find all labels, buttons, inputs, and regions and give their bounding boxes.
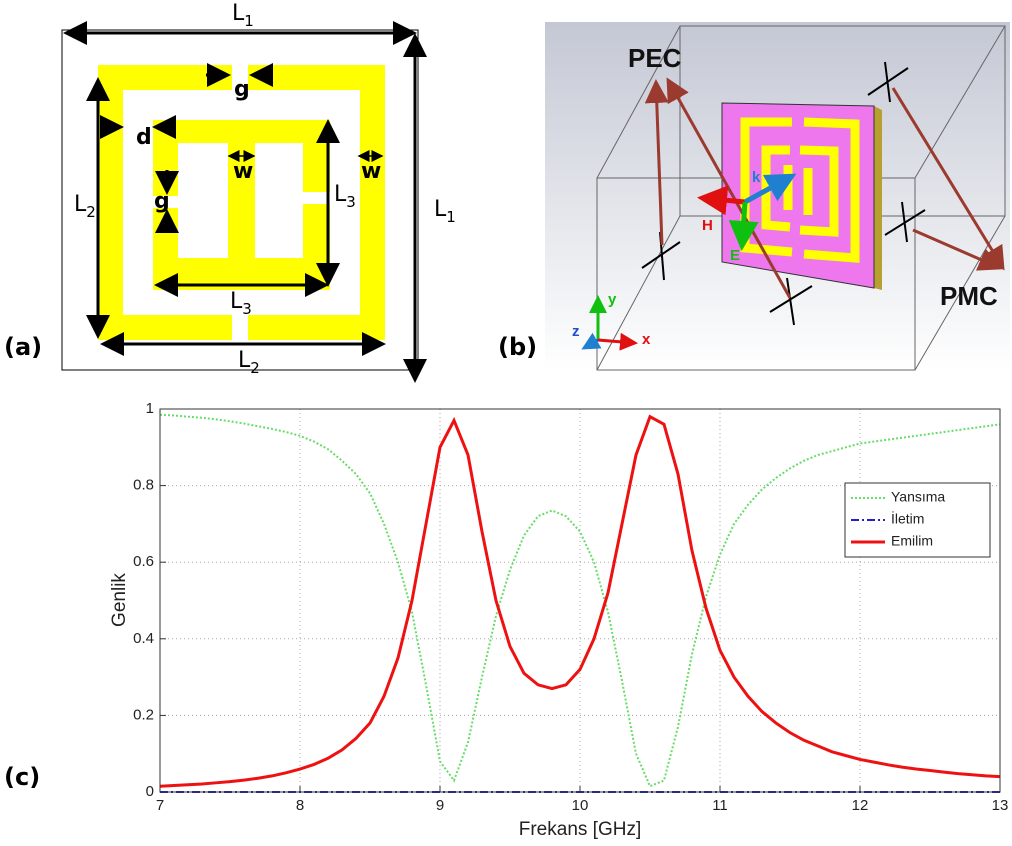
y-tick-label: 0.8 bbox=[133, 477, 154, 494]
dim-label-sub: 3 bbox=[346, 193, 356, 211]
x-tick-label: 11 bbox=[712, 797, 728, 814]
x-tick-label: 12 bbox=[852, 797, 869, 814]
dim-label: w bbox=[361, 159, 381, 184]
y-tick-label: 1 bbox=[146, 400, 154, 417]
dim-label-sub: 2 bbox=[86, 203, 96, 221]
dim-label-text: L bbox=[230, 289, 243, 314]
legend-label: Emilim bbox=[891, 533, 933, 549]
inner-hole bbox=[255, 143, 303, 258]
dim-label-text: L bbox=[238, 348, 251, 373]
y-tick-label: 0.2 bbox=[133, 706, 154, 723]
boundary-label: PMC bbox=[940, 281, 998, 311]
panel-label: (a) bbox=[4, 333, 42, 361]
x-tick-label: 7 bbox=[156, 797, 164, 814]
dim-label-text: L bbox=[232, 1, 245, 26]
panel-label: (c) bbox=[4, 763, 40, 791]
panel-label: (b) bbox=[498, 333, 537, 361]
dim-label-sub: 3 bbox=[242, 300, 252, 318]
field-label: E bbox=[730, 247, 740, 264]
axis-label: x bbox=[642, 331, 651, 348]
dim-label: g bbox=[234, 77, 250, 102]
dim-label: d bbox=[136, 125, 152, 150]
x-tick-label: 9 bbox=[436, 797, 444, 814]
x-tick-label: 13 bbox=[992, 797, 1009, 814]
dim-label: w bbox=[233, 159, 253, 184]
diagram-a: L1 L1 L2 L2 L3 L3 g g d w w (a) bbox=[4, 1, 456, 380]
axis-label: z bbox=[572, 323, 580, 340]
dim-label-sub: 1 bbox=[446, 208, 456, 226]
dim-label-text: L bbox=[334, 182, 347, 207]
dim-label: L2 bbox=[74, 192, 96, 221]
diagram-b: PEC PMC k H E y z x (b) bbox=[498, 22, 1010, 372]
inner-hole bbox=[178, 143, 228, 258]
legend-label: İletim bbox=[891, 510, 924, 527]
dim-label: g bbox=[154, 189, 170, 214]
x-tick-label: 10 bbox=[572, 797, 589, 814]
legend-label: Yansıma bbox=[891, 489, 945, 505]
dim-label: L1 bbox=[232, 1, 254, 30]
dim-label: L1 bbox=[434, 197, 456, 226]
y-tick-label: 0.6 bbox=[133, 553, 154, 570]
chart: (c) Frekans [GHz] Genlik 0 0.2 0.4 0.6 0.8 1 7… bbox=[4, 400, 1008, 840]
outer-gap bbox=[232, 315, 248, 340]
axis-label: y bbox=[608, 291, 617, 308]
e-field-arrow bbox=[742, 202, 745, 246]
field-label: k bbox=[752, 169, 761, 186]
dim-label-text: L bbox=[434, 197, 447, 222]
boundary-label: PEC bbox=[628, 43, 682, 73]
dim-label-text: L bbox=[74, 192, 87, 217]
x-axis-label: Frekans [GHz] bbox=[519, 819, 641, 840]
dim-label-sub: 2 bbox=[250, 359, 260, 377]
y-axis-label: Genlik bbox=[109, 573, 130, 627]
dim-label: L2 bbox=[238, 348, 260, 377]
substrate-side bbox=[874, 106, 882, 290]
page: {"panels": {"a": "(a)", "b": "(b)", "c":… bbox=[0, 0, 1012, 846]
inner-gap bbox=[300, 192, 330, 204]
plot-area bbox=[160, 409, 1000, 792]
field-label: H bbox=[702, 217, 713, 234]
y-tick-label: 0 bbox=[146, 783, 154, 800]
figure: L1 L1 L2 L2 L3 L3 g g d w w (a) PEC PMC … bbox=[0, 0, 1012, 846]
y-tick-label: 0.4 bbox=[133, 630, 154, 647]
x-tick-label: 8 bbox=[296, 797, 304, 814]
legend: Yansıma İletim Emilim bbox=[845, 483, 990, 557]
dim-label-sub: 1 bbox=[244, 12, 254, 30]
